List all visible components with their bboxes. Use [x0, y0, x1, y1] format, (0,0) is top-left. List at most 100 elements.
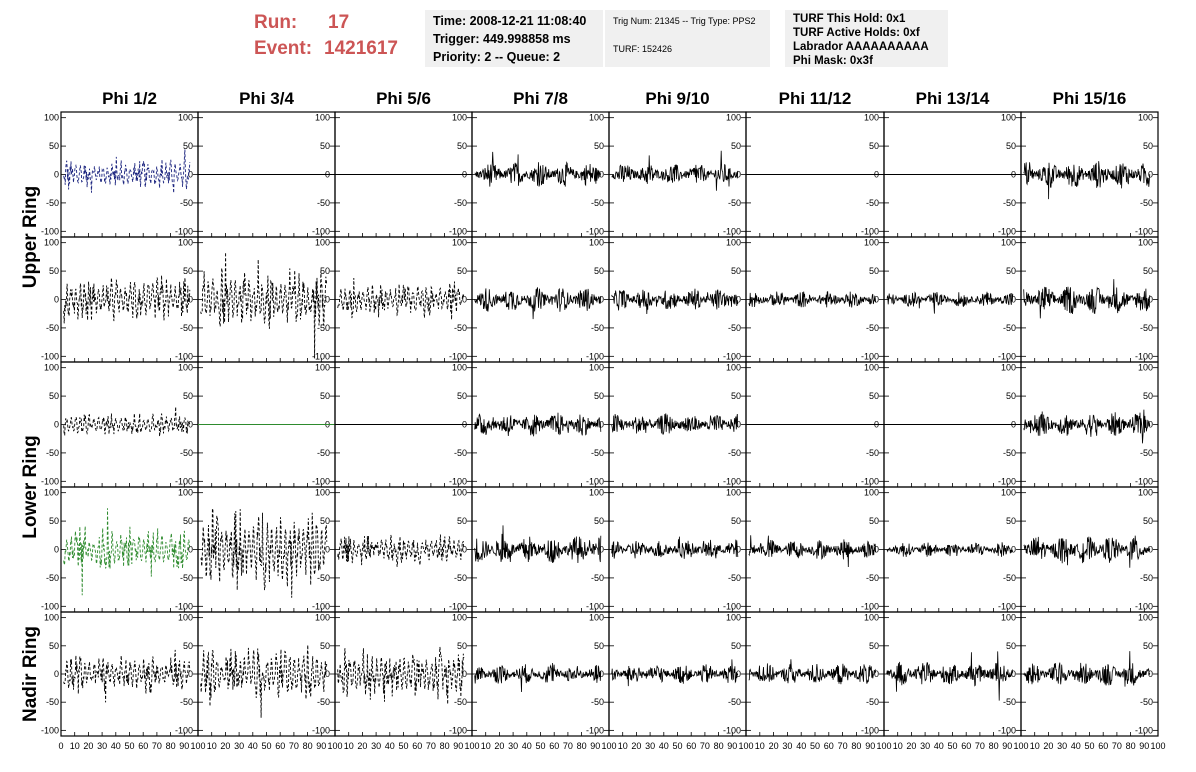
- y-tick-label: 0: [54, 669, 59, 679]
- y-tick-label: 0: [599, 545, 604, 555]
- y-tick-label: -50: [454, 198, 467, 208]
- y-tick-label: -50: [1003, 198, 1016, 208]
- y-tick-label: -100: [41, 476, 59, 486]
- y-tick-label: 100: [1001, 613, 1016, 623]
- y-tick-label: -50: [591, 448, 604, 458]
- y-tick-label: 0: [325, 295, 330, 305]
- x-tick-label: 90: [453, 741, 463, 751]
- y-tick-label: 50: [594, 391, 604, 401]
- y-tick-label: -100: [312, 351, 330, 361]
- y-tick-label: -100: [586, 601, 604, 611]
- y-tick-label: 50: [320, 266, 330, 276]
- y-tick-label: -50: [1140, 448, 1153, 458]
- y-tick-label: -50: [866, 323, 879, 333]
- y-tick-label: 0: [1148, 420, 1153, 430]
- y-tick-label: 100: [178, 113, 193, 123]
- y-tick-label: 50: [869, 141, 879, 151]
- y-tick-label: 0: [462, 545, 467, 555]
- x-tick-label: 10: [70, 741, 80, 751]
- waveform-trace: [886, 291, 1014, 314]
- x-tick-label: 90: [1139, 741, 1149, 751]
- x-tick-label: 40: [659, 741, 669, 751]
- y-tick-label: 100: [452, 238, 467, 248]
- y-tick-label: 100: [864, 488, 879, 498]
- x-tick-label: 80: [851, 741, 861, 751]
- y-tick-label: 100: [1001, 113, 1016, 123]
- y-tick-label: -100: [1135, 476, 1153, 486]
- y-tick-label: -100: [998, 351, 1016, 361]
- y-tick-label: 0: [736, 295, 741, 305]
- time-text: Time: 2008-12-21 11:08:40: [433, 14, 587, 28]
- y-tick-label: -50: [46, 573, 59, 583]
- column-title: Phi 9/10: [645, 89, 709, 108]
- y-tick-label: 100: [726, 488, 741, 498]
- column-title: Phi 5/6: [376, 89, 431, 108]
- y-tick-label: 50: [183, 391, 193, 401]
- y-tick-label: -100: [449, 601, 467, 611]
- waveform-trace: [63, 275, 191, 324]
- y-tick-label: 50: [731, 641, 741, 651]
- waveform-trace: [63, 508, 191, 596]
- turf-text: TURF: 152426: [613, 44, 673, 54]
- y-tick-label: 50: [457, 266, 467, 276]
- x-tick-label: 80: [166, 741, 176, 751]
- x-tick-label: 90: [865, 741, 875, 751]
- y-tick-label: -50: [728, 697, 741, 707]
- x-tick-label: 20: [83, 741, 93, 751]
- y-tick-label: 0: [188, 545, 193, 555]
- y-tick-label: 100: [44, 488, 59, 498]
- x-tick-label: 100: [464, 741, 479, 751]
- y-tick-label: -50: [46, 448, 59, 458]
- y-tick-label: 50: [594, 516, 604, 526]
- y-tick-label: 100: [1138, 113, 1153, 123]
- waveform-trace: [337, 277, 465, 320]
- y-tick-label: -100: [41, 226, 59, 236]
- x-tick-label: 20: [220, 741, 230, 751]
- y-tick-label: -50: [1003, 697, 1016, 707]
- x-tick-label: 40: [248, 741, 258, 751]
- y-tick-label: 100: [1138, 488, 1153, 498]
- waveform-trace: [886, 651, 1014, 701]
- y-tick-label: -50: [1003, 323, 1016, 333]
- y-tick-label: 100: [1001, 363, 1016, 373]
- y-tick-label: -50: [1003, 448, 1016, 458]
- y-tick-label: -100: [723, 476, 741, 486]
- y-tick-label: 100: [726, 613, 741, 623]
- y-tick-label: 100: [589, 238, 604, 248]
- y-tick-label: 100: [864, 238, 879, 248]
- y-tick-label: -50: [46, 198, 59, 208]
- y-tick-label: 0: [736, 170, 741, 180]
- x-tick-label: 70: [1112, 741, 1122, 751]
- y-tick-label: -100: [998, 601, 1016, 611]
- waveform-trace: [611, 288, 739, 315]
- x-tick-label: 40: [934, 741, 944, 751]
- waveform-trace: [748, 659, 877, 685]
- y-tick-label: -100: [998, 725, 1016, 735]
- x-tick-label: 100: [876, 741, 891, 751]
- y-tick-label: 50: [1143, 141, 1153, 151]
- waveform-trace: [474, 287, 602, 320]
- time-info-box: Time: 2008-12-21 11:08:40 Trigger: 449.9…: [425, 10, 603, 67]
- y-tick-label: 100: [1001, 238, 1016, 248]
- y-tick-label: 50: [183, 641, 193, 651]
- x-tick-label: 60: [1098, 741, 1108, 751]
- waveform-trace: [611, 413, 739, 435]
- y-tick-label: -50: [180, 573, 193, 583]
- y-tick-label: -100: [586, 226, 604, 236]
- x-tick-label: 70: [426, 741, 436, 751]
- x-tick-label: 70: [289, 741, 299, 751]
- panel-frame: [471, 111, 610, 238]
- x-tick-label: 50: [947, 741, 957, 751]
- x-tick-label: 30: [645, 741, 655, 751]
- x-tick-label: 80: [440, 741, 450, 751]
- trig-info-box: Trig Num: 21345 -- Trig Type: PPS2 TURF:…: [605, 10, 770, 67]
- y-tick-label: 0: [325, 545, 330, 555]
